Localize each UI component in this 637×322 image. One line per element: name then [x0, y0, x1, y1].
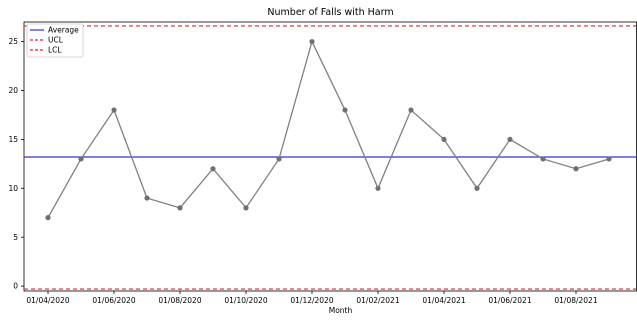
x-axis: 01/04/2020 01/06/2020 01/08/2020 01/10/2020… [26, 291, 598, 305]
data-point [606, 156, 612, 162]
data-point [441, 136, 447, 142]
data-point [507, 136, 513, 142]
series-line [47, 39, 610, 218]
y-tick-label: 0 [13, 282, 18, 291]
data-point [375, 185, 381, 191]
x-tick-label: 01/06/2020 [92, 296, 135, 305]
legend-label-lcl: LCL [48, 46, 62, 55]
chart-title: Number of Falls with Harm [267, 7, 393, 18]
legend-box [26, 23, 84, 58]
data-point [474, 185, 480, 191]
data-point [408, 107, 414, 113]
data-point [309, 38, 315, 45]
data-point [144, 195, 150, 201]
data-point [78, 156, 84, 162]
x-tick-label: 01/02/2021 [356, 296, 399, 305]
data-point [210, 166, 216, 172]
x-tick-label: 01/06/2021 [488, 296, 531, 305]
y-tick-label: 10 [8, 184, 18, 193]
data-point [177, 205, 183, 211]
data-point [45, 215, 51, 221]
data-point [111, 107, 117, 113]
x-tick-label: 01/04/2020 [26, 296, 69, 305]
y-tick-label: 20 [8, 86, 18, 95]
x-tick-label: 01/12/2020 [290, 296, 333, 305]
y-axis: 0 5 10 15 20 25 [8, 37, 24, 291]
series-layer [45, 38, 612, 221]
data-point [276, 156, 282, 162]
x-tick-label: 01/10/2020 [224, 296, 267, 305]
y-tick-label: 15 [8, 135, 18, 144]
x-tick-label: 01/04/2021 [422, 296, 465, 305]
x-tick-label: 01/08/2021 [554, 296, 597, 305]
data-point [540, 156, 546, 162]
x-axis-title: Month [329, 306, 353, 315]
reference-lines [24, 25, 636, 290]
legend-label-ucl: UCL [48, 36, 64, 45]
data-point [573, 166, 579, 172]
data-point [342, 107, 348, 113]
x-tick-label: 01/08/2020 [158, 296, 201, 305]
legend-label-average: Average [48, 26, 79, 35]
data-point [243, 205, 249, 211]
y-tick-label: 25 [8, 37, 18, 46]
y-tick-label: 5 [13, 233, 18, 242]
